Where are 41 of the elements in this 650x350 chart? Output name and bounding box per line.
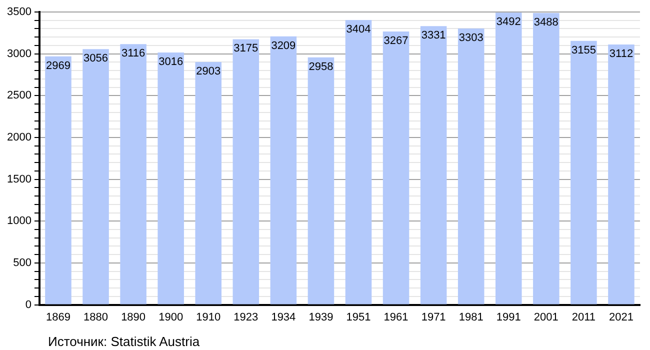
data-label: 3056 bbox=[84, 52, 108, 65]
data-label: 3492 bbox=[496, 16, 521, 28]
x-tick-label: 1880 bbox=[84, 311, 108, 324]
x-tick-label: 2021 bbox=[608, 311, 634, 324]
data-label: 3016 bbox=[158, 56, 184, 68]
x-tick-label: 2011 bbox=[572, 311, 596, 324]
x-tick-label: 1900 bbox=[158, 311, 184, 324]
data-label: 3155 bbox=[571, 44, 596, 56]
data-label: 3267 bbox=[384, 35, 408, 48]
x-tick-label: 1890 bbox=[121, 311, 146, 324]
x-tick-label: 1923 bbox=[234, 311, 258, 324]
data-label: 2903 bbox=[196, 65, 221, 78]
x-tick-label: 1910 bbox=[196, 311, 221, 324]
y-tick-label: 2000 bbox=[6, 132, 32, 144]
data-label: 3404 bbox=[346, 24, 371, 36]
x-tick-label: 1991 bbox=[496, 311, 521, 324]
x-tick-label: 2001 bbox=[534, 311, 558, 324]
data-label: 3175 bbox=[234, 42, 258, 55]
y-tick-label: 2500 bbox=[6, 90, 32, 102]
x-tick-label: 1934 bbox=[271, 311, 296, 324]
data-label: 2958 bbox=[308, 60, 334, 73]
data-label: 3116 bbox=[121, 48, 146, 60]
data-label: 3112 bbox=[609, 48, 634, 60]
y-tick-label: 3500 bbox=[6, 6, 32, 18]
text: Источник: Statistik Austria bbox=[48, 334, 200, 349]
y-tick-label: 0 bbox=[25, 298, 32, 311]
y-tick-label: 500 bbox=[13, 257, 32, 270]
y-tick-label: 1500 bbox=[6, 173, 32, 186]
data-label: 3209 bbox=[271, 40, 296, 52]
y-tick-label: 3000 bbox=[6, 48, 32, 60]
data-label: 3303 bbox=[458, 32, 484, 44]
data-label: 3331 bbox=[421, 30, 446, 42]
y-tick-label: 1000 bbox=[6, 215, 32, 228]
x-tick-label: 1981 bbox=[458, 311, 484, 324]
x-tick-label: 1869 bbox=[46, 311, 70, 324]
x-tick-label: 1939 bbox=[308, 311, 334, 324]
data-label: 2969 bbox=[46, 60, 70, 72]
x-tick-label: 1961 bbox=[384, 311, 408, 324]
x-tick-label: 1951 bbox=[346, 311, 371, 324]
x-tick-label: 1971 bbox=[421, 311, 446, 324]
data-label: 3488 bbox=[534, 16, 558, 29]
